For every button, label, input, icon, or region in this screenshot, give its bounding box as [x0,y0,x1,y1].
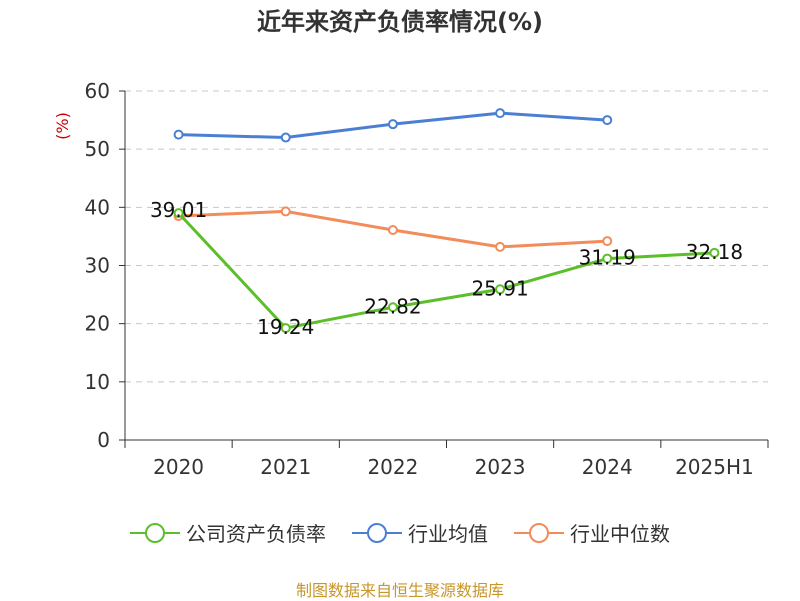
data-label: 39.01 [150,198,207,222]
legend-marker-icon [352,522,402,543]
data-point [387,302,398,313]
data-point [173,129,184,140]
legend-item-company[interactable]: 公司资产负债率 [130,518,326,547]
data-point [387,119,398,130]
series-line [177,212,715,330]
legend-item-industry-mean[interactable]: 行业均值 [352,518,488,547]
data-point [495,108,506,119]
data-point [495,241,506,252]
x-tick-label: 2023 [475,455,526,479]
data-point [602,115,613,126]
y-tick-label: 10 [85,370,110,394]
x-tick-label: 2025H1 [675,455,754,479]
y-tick-label: 50 [85,137,110,161]
y-tick-label: 0 [97,428,110,452]
y-tick-label: 40 [85,195,110,219]
y-tick-label: 60 [85,79,110,103]
x-tick-label: 2021 [260,455,311,479]
data-point [602,253,613,264]
y-tick-label: 20 [85,312,110,336]
data-point [173,208,184,219]
legend-item-industry-median[interactable]: 行业中位数 [514,518,670,547]
x-tick-label: 2020 [153,455,204,479]
data-point [280,132,291,143]
y-axis-label: (%) [53,112,72,140]
data-label: 22.82 [364,294,421,318]
legend: 公司资产负债率 行业均值 行业中位数 [0,518,800,547]
data-point [280,323,291,334]
data-label: 31.19 [579,246,636,270]
legend-label: 行业均值 [408,522,488,546]
data-label: 19.24 [257,315,314,339]
data-label: 25.91 [471,276,528,300]
chart-title: 近年来资产负债率情况(%) [257,8,543,36]
x-tick-label: 2024 [582,455,633,479]
legend-label: 行业中位数 [570,522,670,546]
data-point [602,236,613,247]
x-tick-label: 2022 [367,455,418,479]
legend-marker-icon [514,522,564,543]
y-tick-label: 30 [85,254,110,278]
data-point [280,206,291,217]
source-note: 制图数据来自恒生聚源数据库 [295,581,504,600]
legend-label: 公司资产负债率 [186,522,326,546]
data-label: 32.18 [686,240,743,264]
data-point [387,225,398,236]
legend-marker-icon [130,522,180,543]
data-point [709,247,720,258]
data-point [495,284,506,295]
